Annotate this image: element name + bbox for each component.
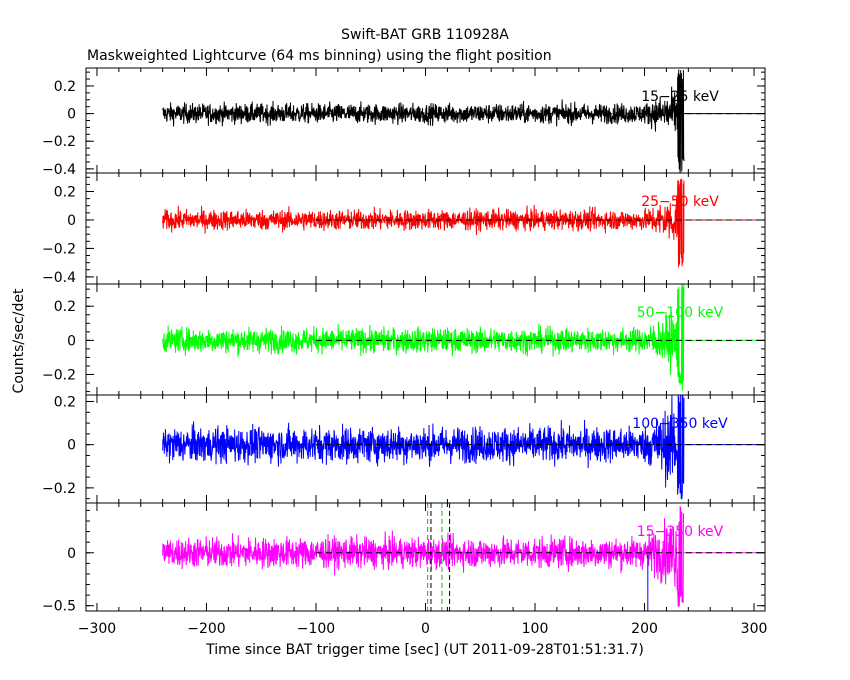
y-tick-label: 0.2 xyxy=(54,79,76,95)
y-tick-label: −0.2 xyxy=(42,368,76,384)
panel-3: −0.2 0 0.2 50−100 keV xyxy=(42,283,766,396)
y-tick-label: 0.2 xyxy=(54,185,76,201)
y-tick-label: 0 xyxy=(67,546,76,562)
chart-title: Swift-BAT GRB 110928A xyxy=(341,27,509,43)
lightcurve-series xyxy=(162,394,685,500)
x-tick-label: 300 xyxy=(741,621,768,637)
y-tick-label: 0 xyxy=(67,438,76,454)
lightcurve-series xyxy=(162,505,685,607)
panel-1: −0.4 −0.2 0 0.2 15−25 keV xyxy=(42,67,766,178)
y-tick-label: −0.2 xyxy=(42,481,76,497)
x-tick-label: 200 xyxy=(631,621,658,637)
x-tick-label: −100 xyxy=(297,621,335,637)
y-tick-label: 0 xyxy=(67,213,76,229)
lightcurve-series xyxy=(162,178,685,268)
y-tick-label: 0 xyxy=(67,107,76,123)
lightcurve-series xyxy=(162,283,685,391)
x-tick-label: 100 xyxy=(522,621,549,637)
panel-4: −0.2 0 0.2 100−350 keV xyxy=(42,394,766,504)
y-tick-label: 0.2 xyxy=(54,394,76,410)
x-tick-label: 0 xyxy=(421,621,430,637)
band-label: 15−350 keV xyxy=(637,524,724,540)
band-label: 100−350 keV xyxy=(632,416,728,432)
panels-group: −0.4 −0.2 0 0.2 15−25 keV −0.4 −0.2 0 0.2 25−50 k… xyxy=(42,67,766,615)
y-tick-label: −0.2 xyxy=(42,241,76,257)
x-tick-label: −300 xyxy=(78,621,116,637)
x-axis: −300 −200 −100 0 100 200 300 xyxy=(78,621,768,637)
y-tick-label: −0.2 xyxy=(42,134,76,150)
panel-5: −0.5 0 15−350 keV xyxy=(42,502,766,615)
band-label: 50−100 keV xyxy=(637,305,724,321)
y-tick-label: −0.4 xyxy=(42,162,76,178)
y-axis-label: Counts/sec/det xyxy=(11,288,27,393)
y-tick-label: −0.5 xyxy=(42,599,76,615)
y-tick-label: 0.2 xyxy=(54,299,76,315)
band-label: 15−25 keV xyxy=(641,89,719,105)
panel-2: −0.4 −0.2 0 0.2 25−50 keV xyxy=(42,172,766,286)
x-axis-label: Time since BAT trigger time [sec] (UT 20… xyxy=(205,642,644,658)
band-label: 25−50 keV xyxy=(641,194,719,210)
y-tick-label: −0.4 xyxy=(42,270,76,286)
chart-subtitle: Maskweighted Lightcurve (64 ms binning) … xyxy=(87,48,552,64)
x-tick-label: −200 xyxy=(187,621,225,637)
y-tick-label: 0 xyxy=(67,333,76,349)
lightcurve-series xyxy=(162,69,685,174)
